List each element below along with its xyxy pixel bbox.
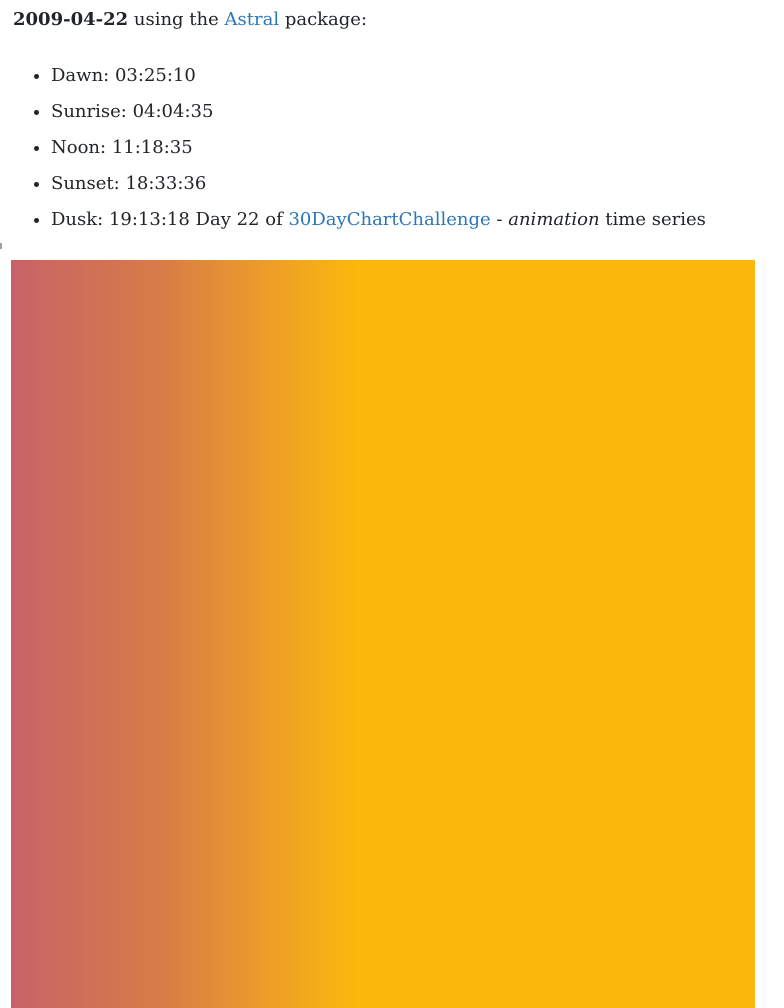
list-item-sunset: Sunset: 18:33:36 bbox=[51, 166, 706, 202]
sunset-label: Sunset: bbox=[51, 173, 120, 194]
intro-text-after: package: bbox=[284, 9, 368, 30]
list-item-dawn: Dawn: 03:25:10 bbox=[51, 58, 706, 94]
challenge-link[interactable]: 30DayChartChallenge bbox=[288, 209, 491, 230]
day-text: Day 22 of bbox=[195, 209, 283, 230]
noon-time: 11:18:35 bbox=[111, 137, 193, 158]
animation-frame bbox=[11, 260, 755, 1008]
dusk-label: Dusk: bbox=[51, 209, 104, 230]
astral-link[interactable]: Astral bbox=[224, 9, 280, 30]
intro-text-before: using the bbox=[133, 9, 219, 30]
list-item-dusk: Dusk: 19:13:18 Day 22 of 30DayChartChall… bbox=[51, 202, 706, 238]
date-text: 2009-04-22 bbox=[13, 9, 129, 30]
sky-color-rect bbox=[11, 260, 755, 1008]
intro-paragraph: 2009-04-22 using the Astral package: bbox=[13, 6, 367, 34]
gradient-canvas bbox=[11, 260, 755, 1008]
list-item-sunrise: Sunrise: 04:04:35 bbox=[51, 94, 706, 130]
dash-text: - bbox=[496, 209, 503, 230]
dawn-time: 03:25:10 bbox=[114, 65, 196, 86]
list-item-noon: Noon: 11:18:35 bbox=[51, 130, 706, 166]
dawn-label: Dawn: bbox=[51, 65, 110, 86]
dusk-time: 19:13:18 bbox=[108, 209, 190, 230]
tail-text: time series bbox=[605, 209, 706, 230]
sunset-time: 18:33:36 bbox=[125, 173, 207, 194]
noon-label: Noon: bbox=[51, 137, 107, 158]
margin-mark bbox=[0, 243, 2, 249]
sun-times-list: Dawn: 03:25:10 Sunrise: 04:04:35 Noon: 1… bbox=[13, 58, 706, 238]
sunrise-label: Sunrise: bbox=[51, 101, 127, 122]
sunrise-time: 04:04:35 bbox=[132, 101, 214, 122]
animation-emphasis: animation bbox=[508, 209, 600, 230]
